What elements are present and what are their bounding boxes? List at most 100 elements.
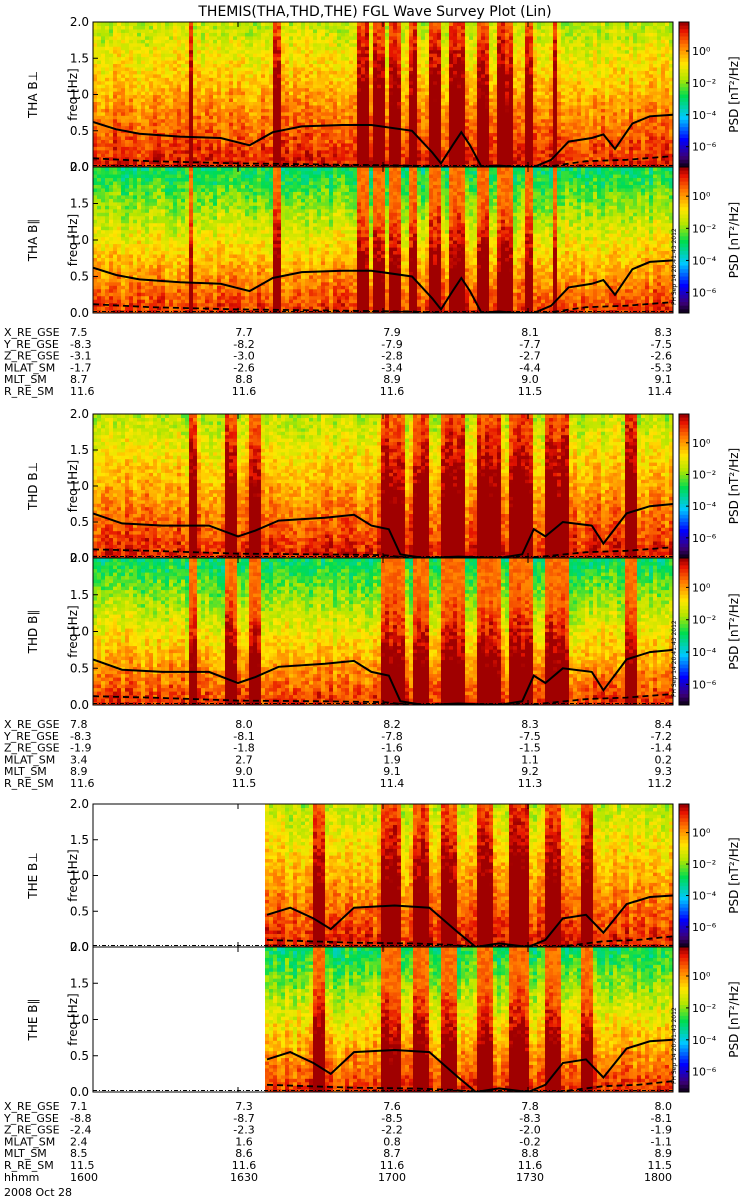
ephemeris-value: 9.1 [383, 765, 401, 778]
ephemeris-value: -1.5 [519, 742, 540, 755]
ephemeris-value: -8.7 [233, 1112, 254, 1125]
panel-thd-par: 0.0 0.5 1.0 1.5 2.0 freq [Hz] THD B∥ 10⁰ 10⁻² 10⁻… [26, 551, 741, 712]
ephemeris-value: -1.9 [651, 1124, 672, 1137]
freq-axis-label: freq [Hz] [66, 605, 80, 657]
colorbar-tick: 10⁻⁴ [692, 109, 717, 122]
ephemeris-value: 2.7 [235, 753, 253, 766]
ephemeris-row-label: X_RE_GSE [4, 1100, 60, 1113]
colorbar-tick: 10⁰ [692, 827, 711, 840]
panel-tha-perp: 0.0 0.5 1.0 1.5 2.0 freq [Hz] THA B⊥ 10⁰ 10⁻² 10⁻… [26, 15, 741, 174]
ephemeris-row-label: Z_RE_GSE [4, 742, 60, 755]
y-tick-label: 2.0 [70, 940, 89, 954]
y-tick-label: 0.5 [70, 515, 89, 529]
ephemeris-value: 8.3 [655, 326, 673, 339]
ephemeris-value: 8.9 [70, 765, 88, 778]
ephemeris-value: -3.4 [381, 361, 402, 374]
panel-label: THE B⊥ [26, 852, 40, 899]
ephemeris-value: 8.7 [383, 1147, 401, 1160]
cutoff-line [93, 113, 673, 167]
colorbar: 10⁰ 10⁻² 10⁻⁴ 10⁻⁶ PSD [nT²/Hz] [678, 946, 741, 1093]
generation-stamp: FH Sep 14 20:41:43 2012 [671, 620, 678, 697]
freq-axis-label: freq [Hz] [66, 849, 80, 901]
y-tick-label: 0.0 [70, 1085, 89, 1099]
colorbar: 10⁰ 10⁻² 10⁻⁴ 10⁻⁶ PSD [nT²/Hz] [678, 21, 741, 168]
ephemeris-value: -3.1 [70, 350, 91, 363]
ephemeris-value: 11.6 [232, 1159, 257, 1172]
freq-axis-label: freq [Hz] [66, 68, 80, 120]
ephemeris-table: X_RE_GSE 7.1 7.3 7.6 7.8 8.0Y_RE_GSE -8.8 -8.7-… [3, 1100, 672, 1184]
colorbar-label: PSD [nT²/Hz] [727, 837, 741, 913]
y-tick-label: 1.5 [70, 197, 89, 211]
ephemeris-row-label: Z_RE_GSE [4, 1124, 60, 1137]
colorbar: 10⁰ 10⁻² 10⁻⁴ 10⁻⁶ PSD [nT²/Hz] [678, 803, 741, 948]
ephemeris-table: X_RE_GSE 7.8 8.0 8.2 8.3 8.4Y_RE_GSE -8.3 -8.1-… [3, 718, 672, 790]
ephemeris-value: 1.1 [521, 753, 539, 766]
ephemeris-value: -8.1 [233, 730, 254, 743]
y-tick-label: 1.5 [70, 833, 89, 847]
y-tick-label: 2.0 [70, 797, 89, 811]
colorbar-label: PSD [nT²/Hz] [727, 593, 741, 669]
ephemeris-value: -1.4 [651, 742, 672, 755]
colorbar-label: PSD [nT²/Hz] [727, 56, 741, 132]
ephemeris-value: 1.6 [235, 1135, 253, 1148]
ephemeris-value: 1800 [644, 1171, 672, 1184]
colorbar-tick: 10⁰ [692, 970, 711, 983]
ephemeris-row-label: Y_RE_GSE [3, 338, 59, 351]
colorbar-label: PSD [nT²/Hz] [727, 981, 741, 1057]
ephemeris-value: -1.7 [70, 361, 91, 374]
ephemeris-value: -2.7 [519, 350, 540, 363]
cutoff-line [266, 1038, 673, 1092]
spectrogram [93, 167, 673, 313]
generation-stamp: FH Sep 14 20:41:43 2012 [671, 228, 678, 305]
ephemeris-row-label: R_RE_SM [4, 1159, 54, 1172]
ephemeris-value: 8.9 [383, 373, 401, 386]
ephemeris-row-label: X_RE_GSE [4, 718, 60, 731]
ephemeris-row-label: MLT_SM [4, 765, 47, 778]
ephemeris-value: -5.3 [651, 361, 672, 374]
ephemeris-value: 7.8 [70, 718, 88, 731]
ephemeris-value: -7.5 [519, 730, 540, 743]
ephemeris-value: -2.4 [70, 1124, 91, 1137]
ephemeris-table: X_RE_GSE 7.5 7.7 7.9 8.1 8.3Y_RE_GSE -8.3 -8.2-… [3, 326, 672, 398]
colorbar-tick: 10⁻² [692, 858, 716, 871]
ephemeris-value: -7.8 [381, 730, 402, 743]
lower-line [266, 935, 673, 947]
ephemeris-value: 11.6 [232, 385, 257, 398]
ephemeris-value: -2.6 [233, 361, 254, 374]
y-tick-label: 0.0 [70, 551, 89, 565]
ephemeris-row-label: MLT_SM [4, 1147, 47, 1160]
y-tick-label: 0.5 [70, 124, 89, 138]
ephemeris-value: 9.3 [655, 765, 673, 778]
colorbar-tick: 10⁻² [692, 614, 716, 627]
ephemeris-value: 11.6 [380, 385, 405, 398]
y-tick-label: 1.0 [70, 233, 89, 247]
colorbar-tick: 10⁻⁶ [692, 678, 717, 691]
panel-label: THD B⊥ [26, 462, 40, 511]
ephemeris-value: -2.3 [233, 1124, 254, 1137]
ephemeris-value: 0.8 [383, 1135, 401, 1148]
colorbar-label: PSD [nT²/Hz] [727, 202, 741, 278]
ephemeris-value: 8.8 [235, 373, 253, 386]
y-tick-label: 1.5 [70, 443, 89, 457]
ephemeris-value: 2.4 [70, 1135, 88, 1148]
freq-axis-label: freq [Hz] [66, 214, 80, 266]
ephemeris-value: 9.1 [655, 373, 673, 386]
colorbar-tick: 10⁻⁶ [692, 921, 717, 934]
ephemeris-value: 0.2 [655, 753, 673, 766]
y-tick-label: 2.0 [70, 551, 89, 565]
ephemeris-value: 8.0 [235, 718, 253, 731]
colorbar-tick: 10⁻⁶ [692, 532, 717, 545]
y-tick-label: 2.0 [70, 407, 89, 421]
ephemeris-value: 8.7 [70, 373, 88, 386]
spectrogram [93, 558, 673, 705]
y-tick-label: 1.0 [70, 88, 89, 102]
ephemeris-value: -8.2 [233, 338, 254, 351]
y-tick-label: 0.0 [70, 160, 89, 174]
panel-the-perp: 0.0 0.5 1.0 1.5 2.0 freq [Hz] THE B⊥ 10⁰ 10⁻² 10⁻… [26, 797, 741, 954]
colorbar-tick: 10⁰ [692, 437, 711, 450]
ephemeris-value: 11.6 [70, 385, 95, 398]
ephemeris-value: 9.0 [521, 373, 539, 386]
generation-stamp: FH Sep 14 20:41:43 2012 [671, 1007, 678, 1084]
ephemeris-value: -1.6 [381, 742, 402, 755]
